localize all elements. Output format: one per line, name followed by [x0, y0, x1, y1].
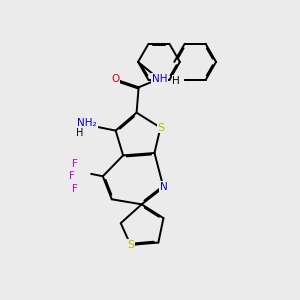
Text: H: H — [76, 128, 83, 138]
Text: NH: NH — [152, 74, 167, 84]
Text: F: F — [72, 184, 78, 194]
Text: H: H — [172, 76, 180, 86]
Text: N: N — [160, 182, 167, 192]
Text: NH₂: NH₂ — [77, 118, 97, 128]
Text: O: O — [111, 74, 119, 84]
Text: F: F — [68, 171, 74, 181]
Text: S: S — [127, 240, 134, 250]
Text: S: S — [158, 123, 165, 133]
Text: F: F — [72, 159, 78, 169]
